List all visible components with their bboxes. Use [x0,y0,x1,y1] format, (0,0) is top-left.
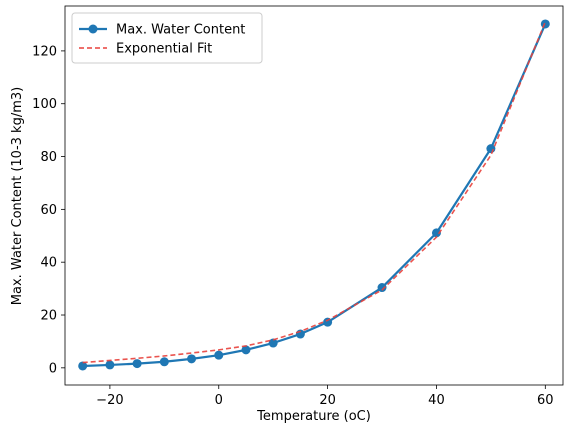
x-tick-label: 60 [537,393,554,408]
data-point-water-content [323,317,333,327]
data-point-water-content [268,338,278,348]
data-point-water-content [78,361,88,371]
y-axis-label: Max. Water Content (10-3 kg/m3) [10,87,25,305]
data-point-water-content [377,283,387,293]
data-point-water-content [241,345,251,355]
legend-marker-water-content [88,24,98,34]
y-axis: 0 20 40 60 80 100 120 [32,44,65,376]
x-axis-label: Temperature (oC) [256,409,371,424]
legend-label-exponential-fit: Exponential Fit [116,42,212,57]
data-point-water-content [431,228,441,238]
series-line-exponential-fit [82,21,547,364]
plot-area [65,6,563,385]
legend-label-water-content: Max. Water Content [116,23,245,38]
x-tick-label: 40 [428,393,445,408]
y-tick-label: 100 [32,97,57,112]
x-axis: −20 0 20 40 60 [96,385,554,408]
y-tick-label: 60 [40,203,57,218]
y-tick-label: 40 [40,256,57,271]
y-tick-label: 120 [32,44,57,59]
series-line-water-content [82,23,547,368]
x-tick-label: 20 [319,393,336,408]
x-tick-label: −20 [96,393,123,408]
y-tick-label: 0 [49,361,57,376]
y-tick-label: 20 [40,309,57,324]
plot-frame [64,5,564,386]
data-point-water-content [187,354,197,364]
y-tick-label: 80 [40,150,57,165]
data-point-water-content [214,350,224,360]
data-point-water-content [132,359,142,369]
legend-box [71,12,263,64]
x-tick-label: 0 [215,393,223,408]
fit-series-layer [82,21,547,364]
data-point-water-content [159,357,169,367]
data-point-water-content [105,360,115,370]
legend: Max. Water Content Exponential Fit [71,12,263,64]
